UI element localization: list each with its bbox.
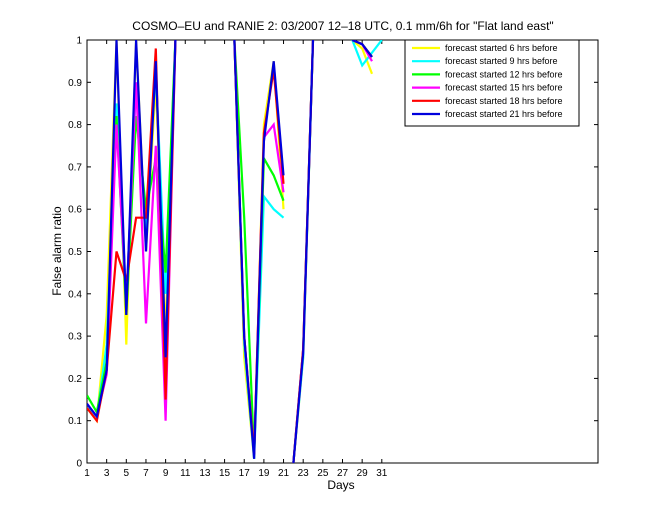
x-tick-label: 13 [199,468,211,479]
x-tick-label: 17 [239,468,251,479]
x-tick-label: 23 [298,468,310,479]
y-tick-label: 0.7 [68,162,82,173]
y-tick-label: 0.3 [68,332,82,343]
x-tick-label: 1 [84,468,90,479]
x-tick-label: 27 [337,468,349,479]
x-tick-label: 9 [163,468,169,479]
legend-entry-1: forecast started 6 hrs before [445,43,558,53]
legend-entry-6: forecast started 21 hrs before [445,109,563,119]
x-tick-label: 25 [317,468,329,479]
x-tick-label: 31 [376,468,388,479]
legend: forecast started 6 hrs before forecast st… [404,39,580,127]
x-tick-label: 5 [124,468,130,479]
y-axis-label: False alarm ratio [50,206,64,296]
chart-title: COSMO–EU and RANIE 2: 03/2007 12–18 UTC,… [132,19,553,33]
x-axis: 1 3 5 7 9 11 13 15 17 19 21 23 25 27 29 31 [84,40,388,479]
y-tick-label: 0.6 [68,205,82,216]
y-tick-label: 1 [76,36,82,47]
y-tick-label: 0.2 [68,374,82,385]
series-lines [87,40,383,463]
legend-entry-4: forecast started 15 hrs before [445,83,563,93]
x-axis-label: Days [327,478,354,492]
y-tick-label: 0.9 [68,78,82,89]
y-tick-label: 0.4 [68,289,82,300]
legend-box [404,39,580,127]
legend-entry-3: forecast started 12 hrs before [445,69,563,79]
x-tick-label: 15 [219,468,231,479]
x-tick-label: 11 [180,468,191,479]
y-tick-label: 0.1 [68,416,82,427]
x-tick-label: 19 [258,468,270,479]
y-tick-label: 0 [76,459,82,470]
x-tick-label: 7 [143,468,149,479]
legend-entry-5: forecast started 18 hrs before [445,96,563,106]
series-line-6 [87,40,373,463]
legend-entry-2: forecast started 9 hrs before [445,56,558,66]
y-tick-label: 0.8 [68,120,82,131]
x-tick-label: 3 [104,468,110,479]
y-axis: 0 0.1 0.2 0.3 0.4 0.5 0.6 0.7 0.8 0.9 1 [68,36,598,470]
x-tick-label: 29 [357,468,369,479]
y-tick-label: 0.5 [68,247,82,258]
x-tick-label: 21 [278,468,290,479]
